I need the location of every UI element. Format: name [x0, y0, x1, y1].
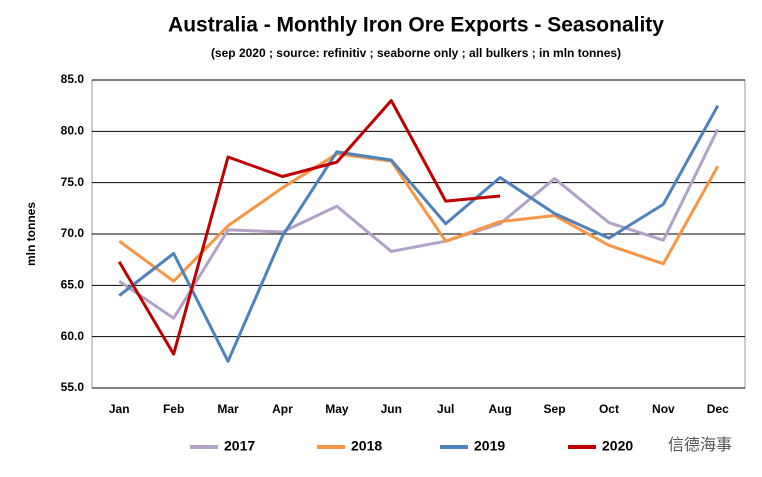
y-axis-label: mln tonnes	[24, 202, 38, 266]
y-tick-label: 60.0	[61, 329, 85, 343]
x-tick-label: Mar	[217, 402, 239, 416]
series-line	[118, 152, 720, 283]
chart-subtitle: (sep 2020 ; source: refinitiv ; seaborne…	[211, 46, 621, 60]
x-tick-label: Feb	[163, 402, 184, 416]
x-tick-label: Oct	[599, 402, 619, 416]
series-line	[118, 104, 720, 363]
y-tick-label: 75.0	[61, 175, 85, 189]
y-tick-label: 80.0	[61, 124, 85, 138]
legend-label: 2017	[224, 438, 255, 454]
y-tick-label: 85.0	[61, 72, 85, 86]
y-tick-label: 55.0	[61, 380, 85, 394]
x-tick-label: Nov	[652, 402, 675, 416]
legend-label: 2019	[474, 438, 505, 454]
x-tick-label: Aug	[488, 402, 511, 416]
y-tick-label: 70.0	[61, 226, 85, 240]
x-tick-label: Dec	[707, 402, 729, 416]
series-line	[118, 128, 720, 320]
legend-label: 2020	[602, 438, 633, 454]
series-line	[117, 99, 501, 356]
x-tick-label: Jun	[381, 402, 402, 416]
x-tick-label: Jan	[109, 402, 130, 416]
x-tick-label: Sep	[544, 402, 566, 416]
x-tick-label: Jul	[437, 402, 454, 416]
x-tick-label: Apr	[272, 402, 293, 416]
legend-label: 2018	[351, 438, 382, 454]
chart-title: Australia - Monthly Iron Ore Exports - S…	[168, 14, 664, 37]
y-tick-label: 65.0	[61, 278, 85, 292]
x-tick-label: May	[325, 402, 349, 416]
watermark: 信德海事	[668, 436, 732, 454]
